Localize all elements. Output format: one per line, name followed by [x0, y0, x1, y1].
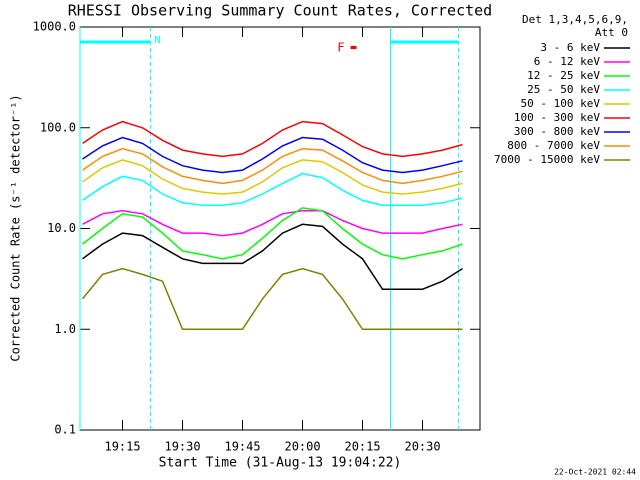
series-line	[82, 159, 463, 195]
legend-header: Att 0	[595, 26, 628, 39]
legend-label: 6 - 12 keV	[534, 55, 601, 68]
plot-frame	[79, 26, 481, 431]
series-line	[82, 136, 463, 174]
y-axis-label: Corrected Count Rate (s⁻¹ detector⁻¹)	[9, 94, 23, 361]
night-label: N	[155, 35, 161, 46]
flare-label: F	[337, 41, 344, 55]
chart-title: RHESSI Observing Summary Count Rates, Co…	[68, 2, 492, 20]
x-tick-label: 20:00	[284, 440, 320, 454]
y-tick-label: 10.0	[47, 221, 76, 235]
legend-label: 25 - 50 keV	[527, 83, 600, 96]
y-tick-label: 1.0	[54, 322, 76, 336]
series-line	[82, 210, 463, 237]
footer: 22-Oct-2021 02:44	[554, 468, 636, 477]
flare-mark	[350, 46, 357, 49]
series-line	[82, 172, 463, 207]
series-line	[82, 223, 463, 290]
legend-label: 100 - 300 keV	[514, 111, 600, 124]
legend-label: 50 - 100 keV	[521, 97, 601, 110]
legend-header: Det 1,3,4,5,6,9,	[522, 13, 628, 26]
legend-label: 300 - 800 keV	[514, 125, 600, 138]
series-line	[82, 207, 463, 260]
x-axis-label: Start Time (31-Aug-13 19:04:22)	[159, 456, 402, 471]
y-tick-label: 1000.0	[33, 20, 76, 34]
y-tick-label: 0.1	[54, 423, 76, 437]
x-tick-label: 20:15	[344, 440, 380, 454]
series-line	[81, 267, 463, 331]
x-tick-label: 19:30	[164, 440, 200, 454]
x-tick-label: 20:30	[404, 440, 440, 454]
legend-label: 3 - 6 keV	[540, 41, 600, 54]
legend-label: 7000 - 15000 keV	[494, 153, 600, 166]
series-line	[82, 120, 463, 158]
series-line	[82, 147, 463, 185]
legend-label: 800 - 7000 keV	[507, 139, 600, 152]
y-tick-label: 100.0	[40, 120, 76, 134]
x-tick-label: 19:15	[104, 440, 140, 454]
x-tick-label: 19:45	[224, 440, 260, 454]
legend-label: 12 - 25 keV	[527, 69, 600, 82]
